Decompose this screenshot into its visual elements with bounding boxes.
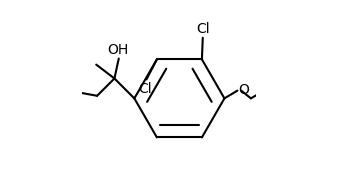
Text: Cl: Cl — [196, 22, 210, 36]
Text: OH: OH — [107, 43, 128, 57]
Text: Cl: Cl — [138, 82, 151, 96]
Text: O: O — [238, 83, 249, 97]
